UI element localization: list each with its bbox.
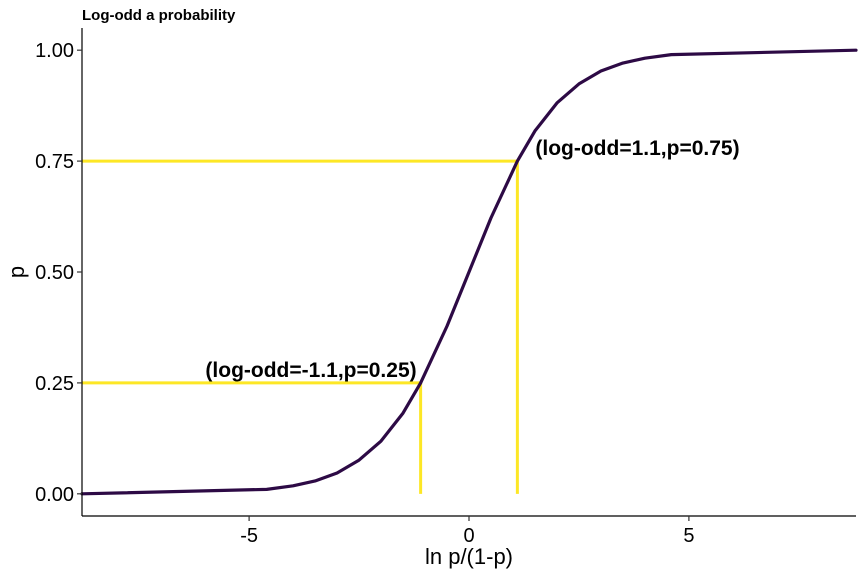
x-tick-label: -5 xyxy=(240,525,258,547)
annotations: (log-odd=-1.1,p=0.25) (log-odd=1.1,p=0.75… xyxy=(205,137,739,382)
reference-lines xyxy=(82,159,519,494)
chart-title: Log-odd a probability xyxy=(82,7,236,24)
y-axis-ticks: 0.00 0.25 0.50 0.75 1.00 xyxy=(35,40,82,506)
y-tick-label: 1.00 xyxy=(35,40,74,62)
y-tick-label: 0.50 xyxy=(35,262,74,284)
y-axis-label: p xyxy=(4,266,29,278)
reference-point-label: (log-odd=1.1,p=0.75) xyxy=(535,137,739,160)
reference-point-label: (log-odd=-1.1,p=0.25) xyxy=(205,359,416,382)
x-tick-label: 0 xyxy=(463,525,474,547)
x-axis-label: ln p/(1-p) xyxy=(425,544,513,569)
y-tick-label: 0.00 xyxy=(35,484,74,506)
y-tick-label: 0.25 xyxy=(35,373,74,395)
logistic-curve xyxy=(80,48,858,496)
y-tick-label: 0.75 xyxy=(35,151,74,173)
x-tick-label: 5 xyxy=(683,525,694,547)
x-axis-ticks: -5 0 5 xyxy=(240,516,694,547)
